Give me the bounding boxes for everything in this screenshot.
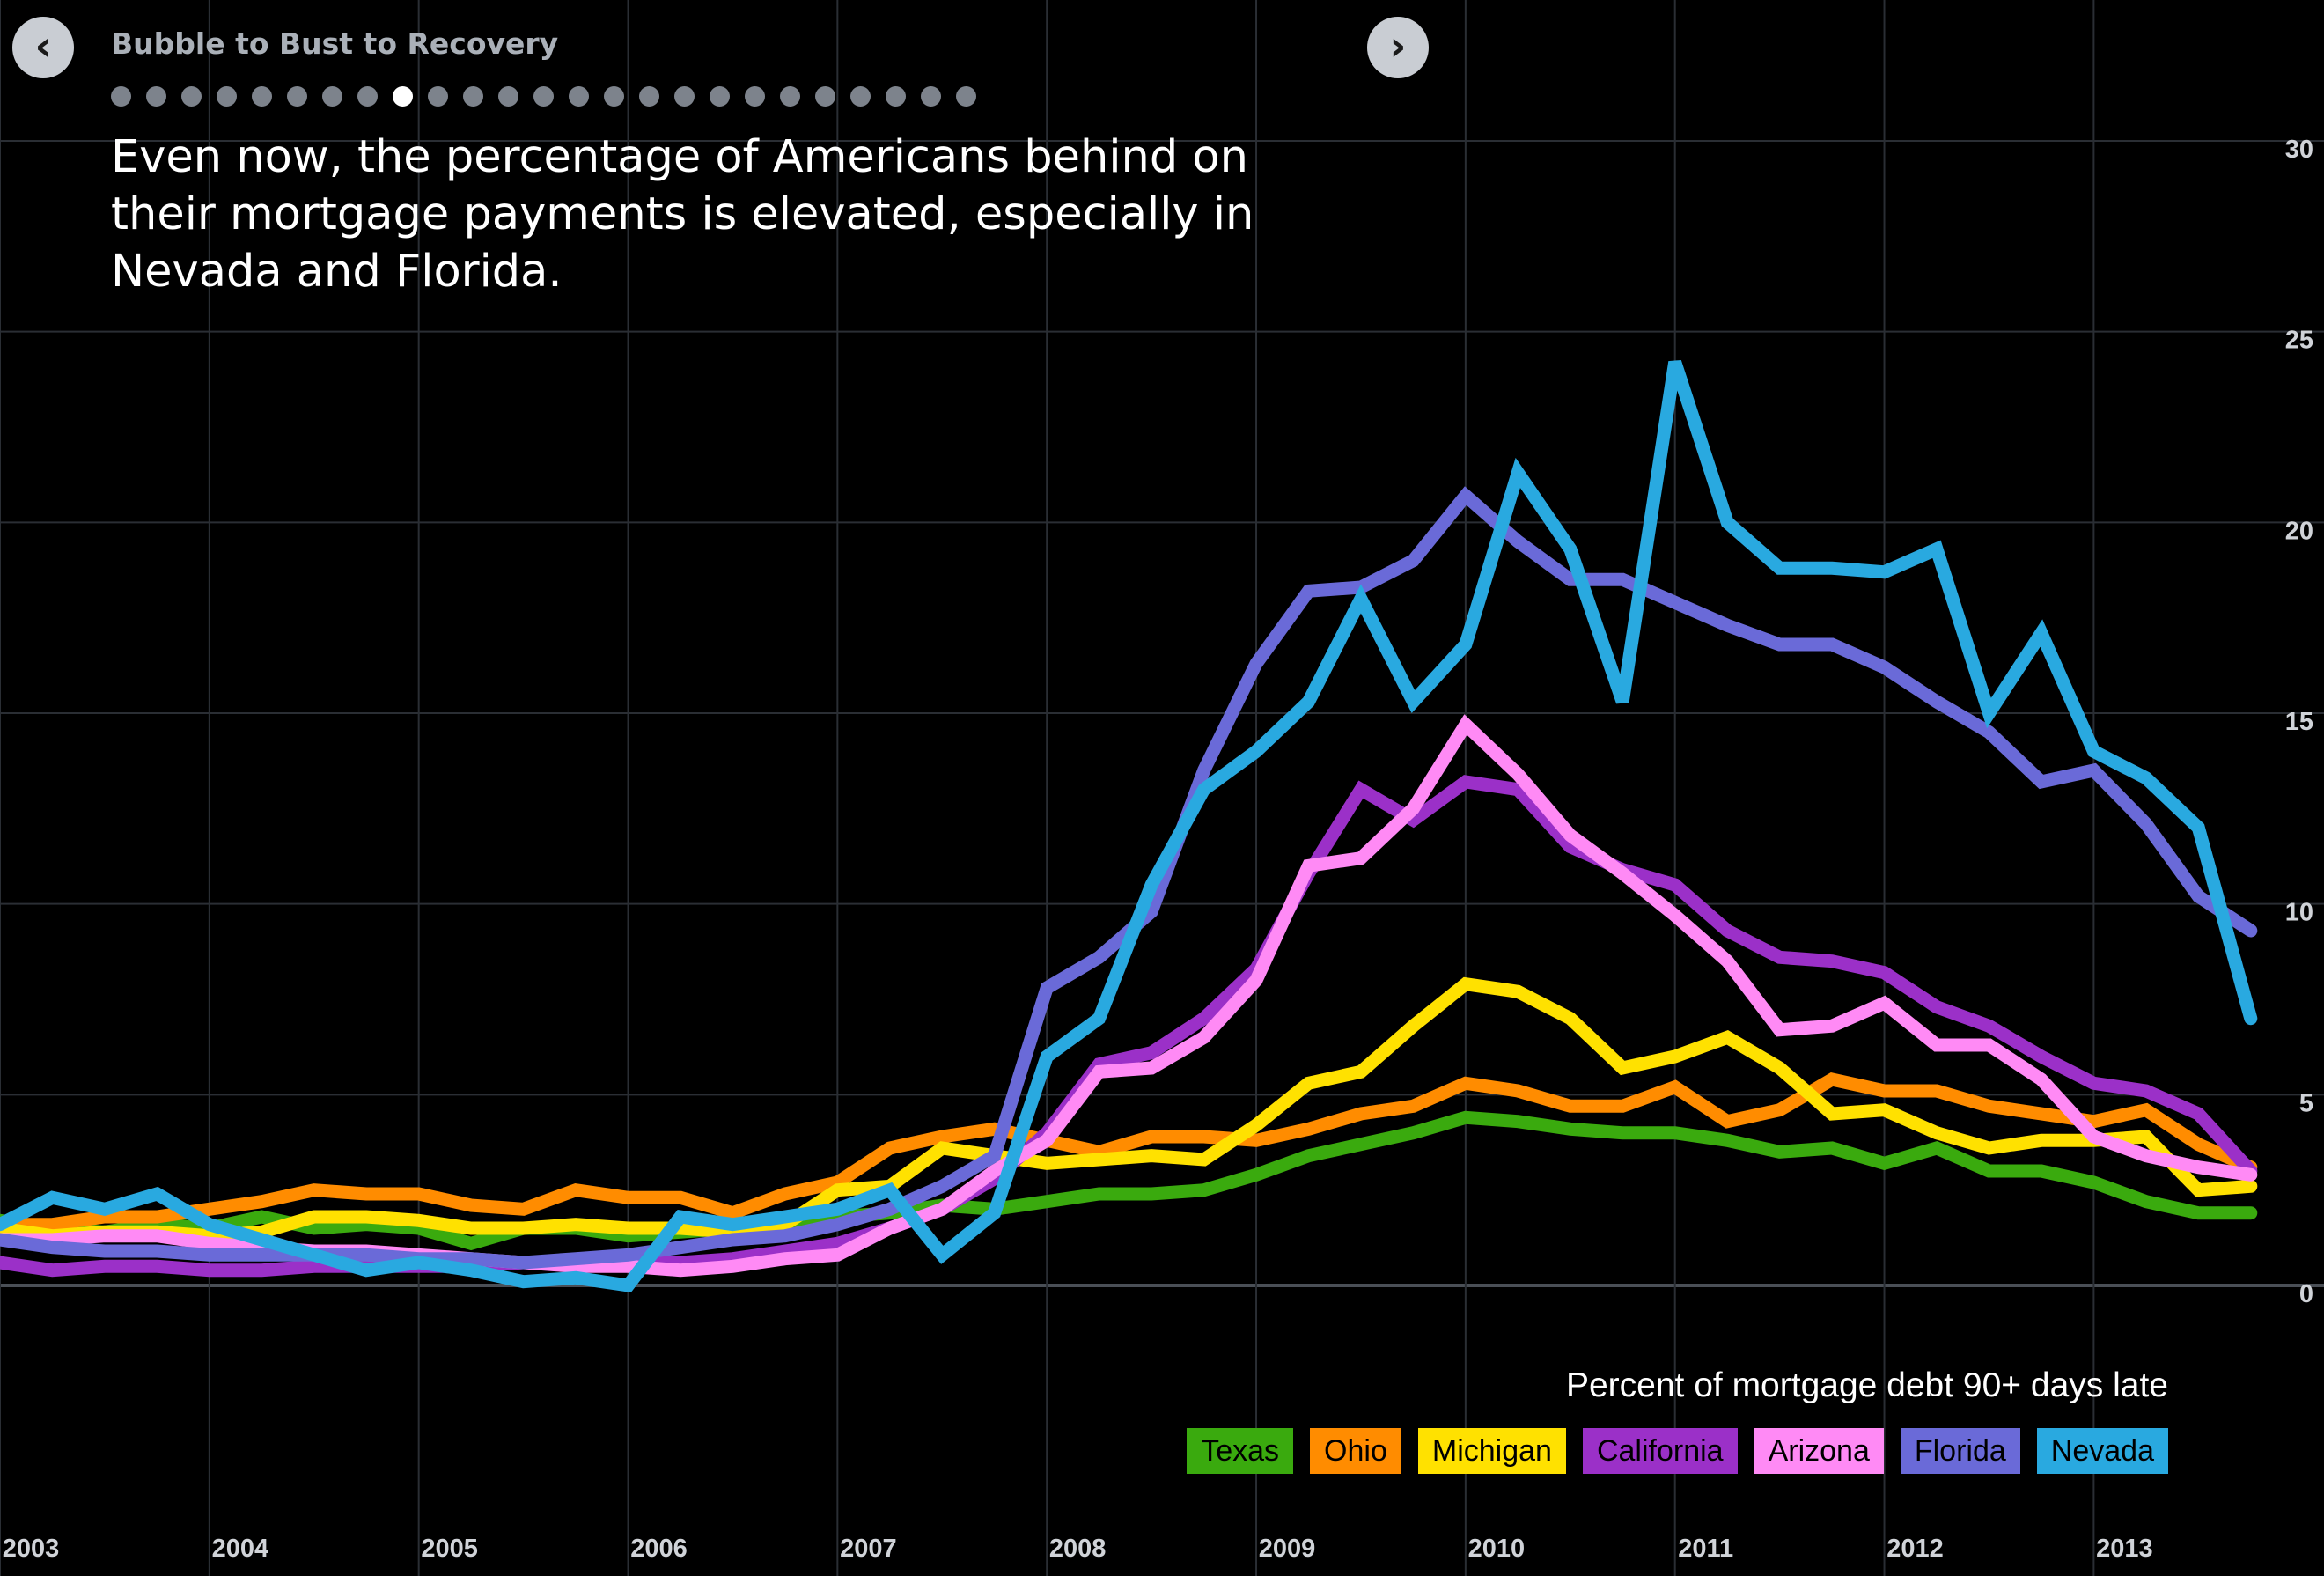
y-tick-label: 10 [2285, 899, 2313, 927]
slide-dot[interactable] [498, 86, 518, 107]
legend-item-florida[interactable]: Florida [1900, 1428, 2020, 1474]
slide-dot[interactable] [956, 86, 976, 107]
slide-dot[interactable] [428, 86, 448, 107]
slide-dot[interactable] [921, 86, 941, 107]
x-tick-label: 2009 [1259, 1535, 1316, 1563]
y-tick-label: 5 [2299, 1089, 2313, 1117]
slide-dot[interactable] [710, 86, 730, 107]
x-tick-label: 2004 [212, 1535, 269, 1563]
slide-dot[interactable] [674, 86, 695, 107]
x-tick-label: 2008 [1049, 1535, 1107, 1563]
x-tick-label: 2006 [630, 1535, 688, 1563]
series-line-ohio [0, 1072, 2258, 1232]
previous-slide-button[interactable]: ‹ [12, 17, 74, 78]
slide-dot[interactable] [815, 86, 835, 107]
slide-dot[interactable] [850, 86, 871, 107]
x-tick-label: 2007 [840, 1535, 897, 1563]
slide-dot[interactable] [357, 86, 378, 107]
slide-dot[interactable] [181, 86, 202, 107]
story-title: Bubble to Bust to Recovery [111, 26, 559, 61]
legend-item-california[interactable]: California [1582, 1428, 1738, 1474]
y-tick-label: 15 [2285, 708, 2313, 736]
slide-dot[interactable] [217, 86, 237, 107]
slide-dot[interactable] [639, 86, 659, 107]
chart-legend: Texas Ohio Michigan California Arizona Florid… [1187, 1428, 2168, 1474]
slide-dot[interactable] [111, 86, 131, 107]
chevron-right-icon: › [1389, 22, 1407, 70]
chevron-left-icon: ‹ [34, 22, 52, 70]
next-slide-button[interactable]: › [1367, 17, 1429, 78]
slide-dot[interactable] [780, 86, 800, 107]
x-tick-label: 2012 [1886, 1535, 1944, 1563]
slide-dot[interactable] [322, 86, 342, 107]
y-tick-label: 20 [2285, 517, 2313, 545]
slide-dot[interactable] [569, 86, 589, 107]
slide-dot[interactable] [463, 86, 483, 107]
legend-item-texas[interactable]: Texas [1187, 1428, 1294, 1474]
x-tick-label: 2005 [421, 1535, 478, 1563]
x-tick-label: 2011 [1678, 1535, 1733, 1563]
slide-dot[interactable] [533, 86, 554, 107]
x-tick-label: 2010 [1468, 1535, 1526, 1563]
x-tick-label: 2003 [3, 1535, 60, 1563]
slide-progress-dots [111, 86, 976, 107]
legend-item-michigan[interactable]: Michigan [1417, 1428, 1566, 1474]
slide-dot[interactable] [252, 86, 272, 107]
series-line-texas [0, 1110, 2258, 1251]
slide-headline: Even now, the percentage of Americans be… [111, 131, 1254, 298]
slide-dot[interactable] [886, 86, 906, 107]
slide-dot[interactable] [604, 86, 624, 107]
legend-title: Percent of mortgage debt 90+ days late [1565, 1366, 2168, 1404]
series-line-nevada [0, 359, 2258, 1293]
y-tick-label: 0 [2299, 1280, 2313, 1308]
y-tick-label: 30 [2285, 136, 2313, 164]
legend-item-arizona[interactable]: Arizona [1754, 1428, 1884, 1474]
slide-dot[interactable] [745, 86, 765, 107]
slide-dot[interactable] [393, 86, 413, 107]
slide-dot[interactable] [287, 86, 307, 107]
legend-item-nevada[interactable]: Nevada [2036, 1428, 2168, 1474]
x-tick-label: 2013 [2096, 1535, 2153, 1563]
series-line-michigan [0, 976, 2258, 1243]
slide-dot[interactable] [146, 86, 166, 107]
legend-item-ohio[interactable]: Ohio [1310, 1428, 1401, 1474]
y-tick-label: 25 [2285, 327, 2313, 355]
